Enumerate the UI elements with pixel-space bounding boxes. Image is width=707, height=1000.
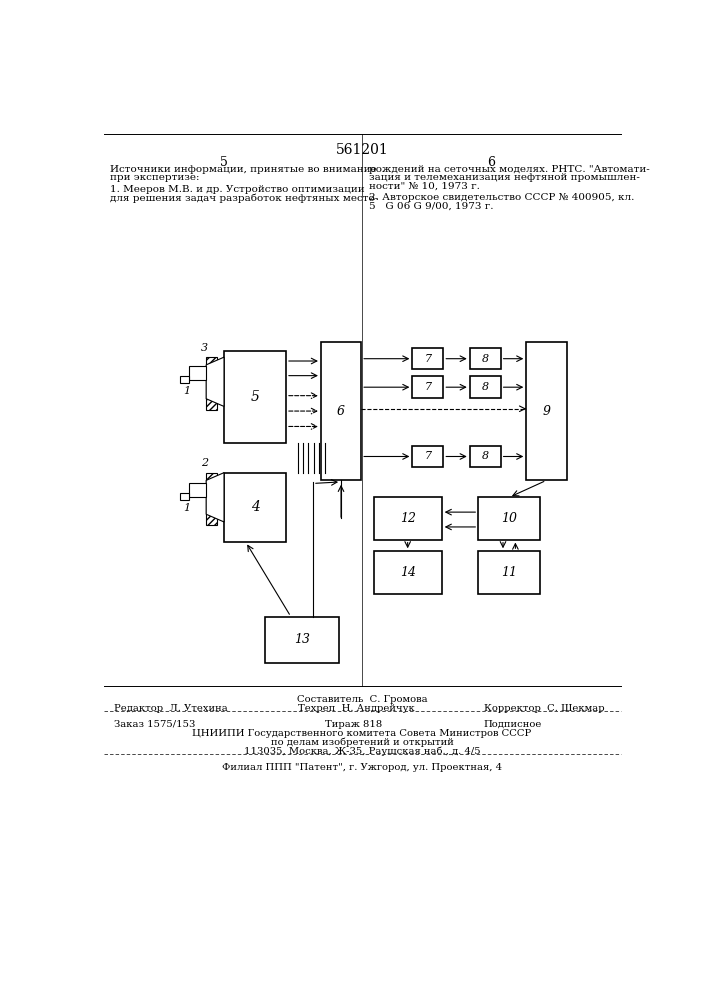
Bar — [206, 473, 217, 525]
Text: 9: 9 — [542, 405, 551, 418]
Text: 11: 11 — [501, 566, 518, 579]
Text: Источники информации, принятые во внимание: Источники информации, принятые во вниман… — [110, 165, 377, 174]
Text: 8: 8 — [481, 451, 489, 461]
Bar — [224, 351, 286, 443]
Text: 1: 1 — [183, 386, 190, 396]
Text: 1: 1 — [183, 503, 190, 513]
Text: 4: 4 — [250, 500, 259, 514]
Text: Составитель  С. Громова: Составитель С. Громова — [297, 695, 427, 704]
Text: для решения задач разработок нефтяных место-: для решения задач разработок нефтяных ме… — [110, 193, 378, 203]
Bar — [469, 446, 501, 467]
Bar — [526, 342, 566, 480]
Text: 2. Авторское свидетельство СССР № 400905, кл.: 2. Авторское свидетельство СССР № 400905… — [369, 193, 634, 202]
Text: ЦНИИПИ Государственного комитета Совета Министров СССР: ЦНИИПИ Государственного комитета Совета … — [192, 729, 532, 738]
Bar — [206, 357, 217, 410]
Bar — [321, 342, 361, 480]
Text: 5: 5 — [220, 156, 228, 169]
Bar — [189, 366, 206, 380]
Bar — [180, 376, 189, 383]
Text: 12: 12 — [399, 512, 416, 525]
Text: при экспертизе:: при экспертизе: — [110, 173, 199, 182]
Text: по делам изобретений и открытий: по делам изобретений и открытий — [271, 738, 453, 747]
Bar — [189, 483, 206, 497]
Bar — [412, 376, 443, 398]
Bar — [373, 497, 442, 540]
Text: рождений на сеточных моделях. РНТС. "Автомати-: рождений на сеточных моделях. РНТС. "Авт… — [369, 165, 650, 174]
Bar — [224, 473, 286, 542]
Text: 5: 5 — [250, 390, 259, 404]
Text: 6: 6 — [337, 405, 345, 418]
Text: Корректор  С. Шекмар: Корректор С. Шекмар — [484, 704, 604, 713]
Text: Подписное: Подписное — [484, 720, 542, 729]
Text: Техреп  Н. Андрейчук: Техреп Н. Андрейчук — [298, 704, 414, 713]
Polygon shape — [206, 357, 224, 406]
Text: Тираж 818: Тираж 818 — [325, 720, 382, 729]
Text: 8: 8 — [481, 382, 489, 392]
Text: 7: 7 — [424, 451, 431, 461]
Text: 113035, Москва, Ж-35, Раушская наб., д. 4/5: 113035, Москва, Ж-35, Раушская наб., д. … — [244, 746, 480, 756]
Text: 14: 14 — [399, 566, 416, 579]
Bar — [478, 497, 540, 540]
Text: 561201: 561201 — [336, 143, 388, 157]
Text: 2: 2 — [201, 458, 208, 468]
Bar — [469, 348, 501, 369]
Text: 8: 8 — [481, 354, 489, 364]
Bar — [469, 376, 501, 398]
Bar — [265, 617, 339, 663]
Bar — [180, 493, 189, 500]
Bar — [412, 446, 443, 467]
Text: 10: 10 — [501, 512, 518, 525]
Text: Заказ 1575/153: Заказ 1575/153 — [114, 720, 195, 729]
Bar — [412, 348, 443, 369]
Text: 7: 7 — [424, 382, 431, 392]
Text: Редактор  Л. Утехина: Редактор Л. Утехина — [114, 704, 228, 713]
Bar — [478, 551, 540, 594]
Text: 3: 3 — [201, 343, 208, 353]
Text: ности" № 10, 1973 г.: ности" № 10, 1973 г. — [369, 182, 480, 191]
Text: зация и телемеханизация нефтяной промышлен-: зация и телемеханизация нефтяной промышл… — [369, 173, 640, 182]
Text: Филиал ППП "Патент", г. Ужгород, ул. Проектная, 4: Филиал ППП "Патент", г. Ужгород, ул. Про… — [222, 763, 502, 772]
Text: 6: 6 — [487, 156, 496, 169]
Text: 1. Мееров М.В. и др. Устройство оптимизации: 1. Мееров М.В. и др. Устройство оптимиза… — [110, 185, 365, 194]
Text: 7: 7 — [424, 354, 431, 364]
Polygon shape — [206, 473, 224, 522]
Bar — [373, 551, 442, 594]
Text: 5   G 06 G 9/00, 1973 г.: 5 G 06 G 9/00, 1973 г. — [369, 202, 493, 211]
Text: 13: 13 — [294, 633, 310, 646]
